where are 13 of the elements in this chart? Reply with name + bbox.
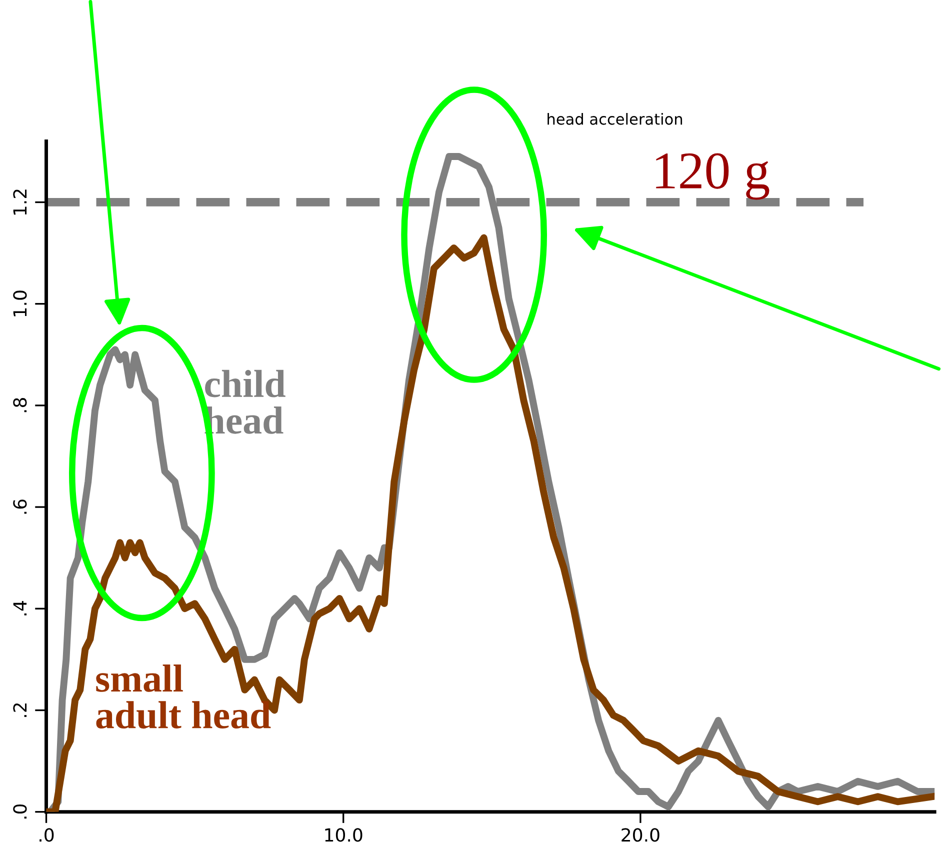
y-tick-label: 1.2 — [13, 190, 27, 215]
y-tick-label: .6 — [13, 500, 27, 514]
y-tick-label: .0 — [13, 804, 27, 819]
y-tick-label: .4 — [13, 601, 27, 616]
y-tick-label: .8 — [13, 398, 27, 412]
series-label: small adult head — [96, 664, 271, 729]
x-tick-label: .0 — [40, 828, 54, 842]
ref-line-label: 120 g — [656, 153, 770, 200]
y-tick-label: .2 — [13, 703, 27, 717]
y-tick-label: 1.0 — [13, 290, 27, 316]
x-tick-label: 20.0 — [622, 828, 660, 842]
chart-title: head acceleration — [548, 112, 682, 125]
x-tick-label: 10.0 — [325, 828, 362, 842]
